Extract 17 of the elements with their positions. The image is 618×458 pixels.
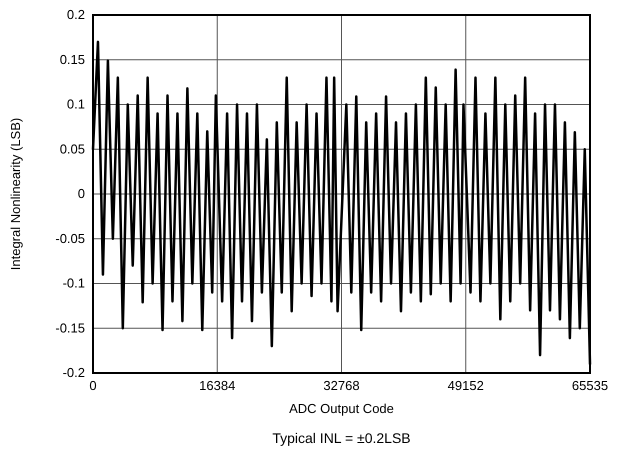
text: Typical INL = ±0.2LSB [272,430,411,446]
y-tick-label: -0.15 [55,320,85,336]
x-tick-label: 49152 [448,378,484,394]
y-tick-label: 0.05 [60,141,85,156]
y-tick-label: -0.2 [62,365,85,380]
y-tick-label: -0.1 [62,276,85,291]
x-tick-label: 65535 [572,378,608,394]
x-tick-label: 16384 [199,378,236,394]
y-tick-label: 0.15 [60,52,85,67]
y-tick-label: -0.05 [55,230,85,246]
x-axis-title: ADC Output Code [289,401,394,416]
y-tick-label: 0.1 [66,96,85,112]
x-tick-label: 0 [89,378,97,394]
y-tick-label: 0.2 [66,7,85,22]
x-tick-label: 32768 [323,378,360,394]
y-tick-label: 0 [78,186,85,202]
y-axis-title: Integral Nonlinearity (LSB) [8,118,23,270]
